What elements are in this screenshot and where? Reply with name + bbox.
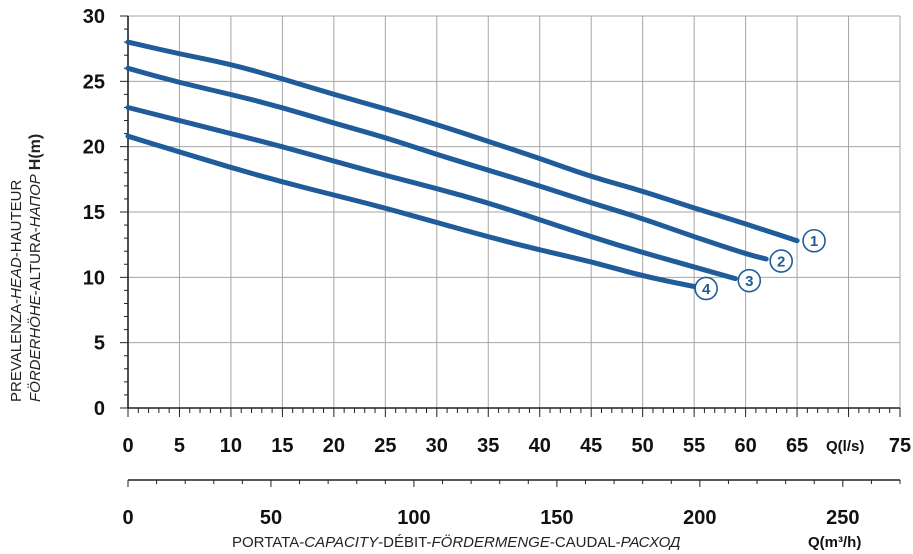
secondary-x-axis bbox=[127, 479, 901, 487]
y-tick-labels: 0 5 10 15 20 25 30 bbox=[83, 6, 105, 420]
curve-marker-1 bbox=[802, 228, 826, 253]
curve-marker-label-3: 3 bbox=[745, 273, 753, 290]
x-tick-labels-ls: 0 5 10 15 20 25 30 35 40 45 50 55 60 65 75 bbox=[122, 435, 911, 457]
y-tick-label-15: 15 bbox=[83, 202, 105, 224]
y-axis-label-line1: PREVALENZA-HEAD-HAUTEUR bbox=[8, 180, 25, 402]
curve-markers: 1 2 3 4 bbox=[694, 228, 826, 301]
x-tick-label-ls-10: 10 bbox=[220, 435, 242, 457]
x-tick-label-m3h-150: 150 bbox=[540, 507, 573, 529]
y-tick-label-10: 10 bbox=[83, 267, 105, 289]
x-tick-label-ls-0: 0 bbox=[122, 435, 133, 457]
x-tick-label-ls-20: 20 bbox=[323, 435, 345, 457]
x-tick-label-ls-75: 75 bbox=[889, 435, 911, 457]
curve-marker-2 bbox=[769, 249, 793, 273]
curve-marker-label-1: 1 bbox=[810, 233, 818, 250]
curve-marker-3 bbox=[737, 268, 762, 293]
curve-marker-label-2: 2 bbox=[777, 254, 785, 271]
x-unit-m3h: Q(m³/h) bbox=[808, 534, 861, 551]
x-tick-label-m3h-0: 0 bbox=[122, 507, 133, 529]
x-tick-label-ls-45: 45 bbox=[580, 435, 602, 457]
x-tick-label-m3h-100: 100 bbox=[397, 507, 430, 529]
curve-marker-4 bbox=[694, 276, 718, 301]
x-tick-label-ls-35: 35 bbox=[477, 435, 499, 457]
curve-4 bbox=[125, 133, 697, 289]
y-tick-label-5: 5 bbox=[94, 333, 105, 355]
x-tick-label-ls-50: 50 bbox=[632, 435, 654, 457]
x-axis-label: PORTATA-CAPACITY-DÉBIT-FÖRDERMENGE-CAUDA… bbox=[232, 533, 681, 551]
y-axis-label-line2: FÖRDERHÖHE-ALTURA-НАПОРH(m) bbox=[26, 134, 44, 402]
x-tick-label-ls-65: 65 bbox=[786, 435, 808, 457]
curves bbox=[125, 39, 800, 289]
x-tick-labels-m3h: 0 50 100 150 200 250 bbox=[122, 507, 859, 529]
curve-3 bbox=[125, 105, 738, 282]
y-tick-label-30: 30 bbox=[83, 6, 105, 28]
x-tick-label-ls-55: 55 bbox=[683, 435, 705, 457]
y-tick-label-20: 20 bbox=[83, 137, 105, 159]
x-tick-label-ls-30: 30 bbox=[426, 435, 448, 457]
curve-1 bbox=[125, 39, 800, 244]
x-tick-label-m3h-200: 200 bbox=[683, 507, 716, 529]
y-tick-label-0: 0 bbox=[94, 398, 105, 420]
x-tick-label-ls-15: 15 bbox=[271, 435, 293, 457]
y-tick-label-25: 25 bbox=[83, 71, 105, 93]
x-tick-label-ls-5: 5 bbox=[174, 435, 185, 457]
curve-2 bbox=[125, 65, 769, 262]
x-tick-label-ls-25: 25 bbox=[374, 435, 396, 457]
x-tick-label-m3h-250: 250 bbox=[826, 507, 859, 529]
curve-marker-label-4: 4 bbox=[702, 281, 711, 298]
x-tick-label-ls-60: 60 bbox=[734, 435, 756, 457]
x-tick-label-m3h-50: 50 bbox=[260, 507, 282, 529]
x-tick-label-ls-40: 40 bbox=[529, 435, 551, 457]
axes bbox=[120, 15, 901, 417]
x-unit-ls: Q(l/s) bbox=[826, 438, 864, 455]
